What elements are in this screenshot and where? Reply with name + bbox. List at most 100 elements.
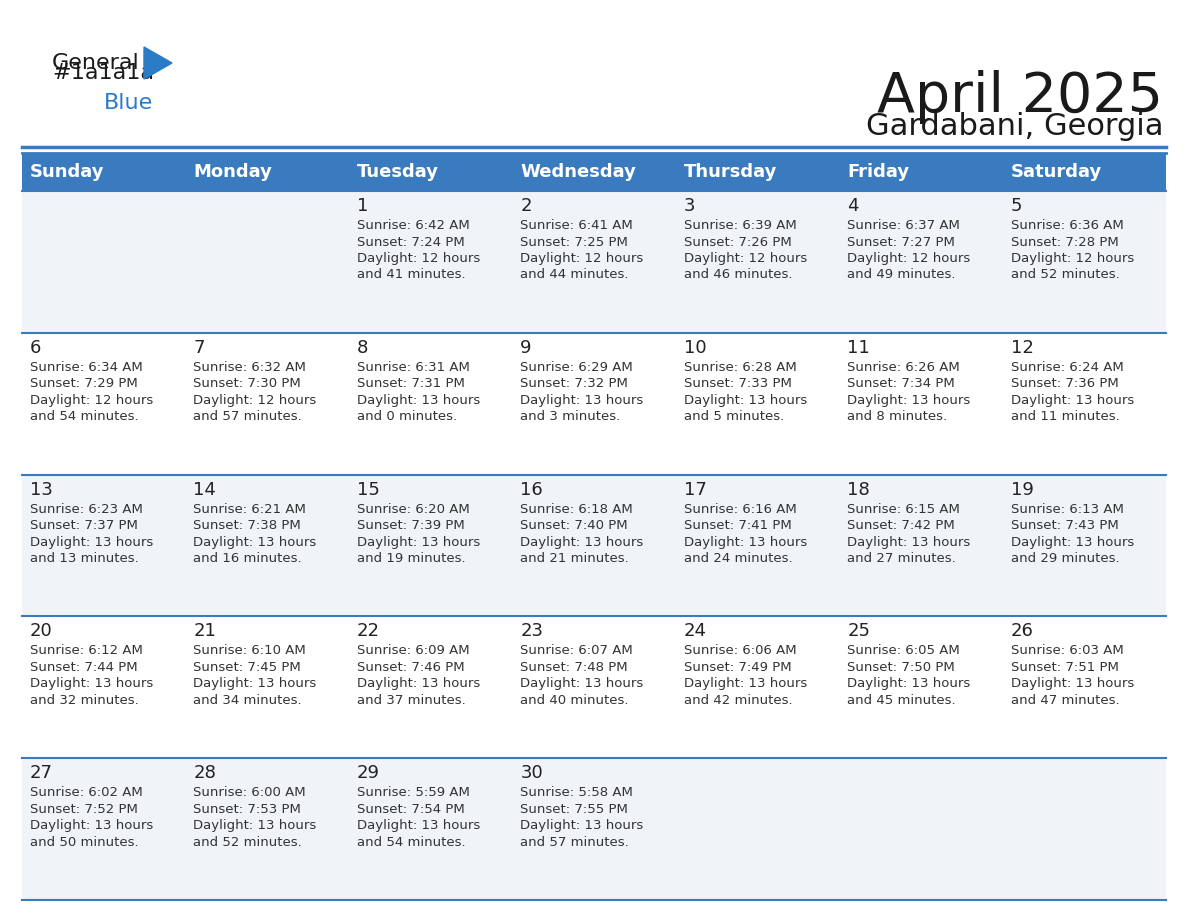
Text: 16: 16 xyxy=(520,481,543,498)
Text: and 3 minutes.: and 3 minutes. xyxy=(520,410,620,423)
Text: Sunrise: 5:58 AM: Sunrise: 5:58 AM xyxy=(520,786,633,800)
Text: Daylight: 13 hours: Daylight: 13 hours xyxy=(356,394,480,407)
Text: and 57 minutes.: and 57 minutes. xyxy=(520,835,628,849)
Text: and 27 minutes.: and 27 minutes. xyxy=(847,552,956,565)
Text: Sunset: 7:46 PM: Sunset: 7:46 PM xyxy=(356,661,465,674)
Text: 26: 26 xyxy=(1011,622,1034,641)
Text: Daylight: 13 hours: Daylight: 13 hours xyxy=(684,677,807,690)
Text: 1: 1 xyxy=(356,197,368,215)
Text: 24: 24 xyxy=(684,622,707,641)
Text: 13: 13 xyxy=(30,481,53,498)
Text: 9: 9 xyxy=(520,339,532,357)
Text: Sunset: 7:49 PM: Sunset: 7:49 PM xyxy=(684,661,791,674)
Text: 29: 29 xyxy=(356,764,380,782)
Text: Friday: Friday xyxy=(847,163,909,181)
Text: 11: 11 xyxy=(847,339,870,357)
Text: 12: 12 xyxy=(1011,339,1034,357)
Text: General: General xyxy=(52,53,140,73)
Bar xyxy=(23,616,1165,758)
Text: Sunset: 7:48 PM: Sunset: 7:48 PM xyxy=(520,661,628,674)
Text: Daylight: 13 hours: Daylight: 13 hours xyxy=(356,819,480,833)
Text: Sunrise: 6:36 AM: Sunrise: 6:36 AM xyxy=(1011,219,1124,232)
Text: Sunrise: 6:26 AM: Sunrise: 6:26 AM xyxy=(847,361,960,374)
Text: and 52 minutes.: and 52 minutes. xyxy=(194,835,302,849)
Text: Sunrise: 6:07 AM: Sunrise: 6:07 AM xyxy=(520,644,633,657)
Text: Sunrise: 6:32 AM: Sunrise: 6:32 AM xyxy=(194,361,307,374)
Text: and 52 minutes.: and 52 minutes. xyxy=(1011,268,1119,282)
Text: 6: 6 xyxy=(30,339,42,357)
Text: 22: 22 xyxy=(356,622,380,641)
Text: and 21 minutes.: and 21 minutes. xyxy=(520,552,628,565)
Text: Sunrise: 6:06 AM: Sunrise: 6:06 AM xyxy=(684,644,796,657)
Text: Sunset: 7:52 PM: Sunset: 7:52 PM xyxy=(30,802,138,816)
Text: and 45 minutes.: and 45 minutes. xyxy=(847,694,956,707)
Text: Tuesday: Tuesday xyxy=(356,163,438,181)
Text: Daylight: 13 hours: Daylight: 13 hours xyxy=(520,677,644,690)
Text: Daylight: 12 hours: Daylight: 12 hours xyxy=(1011,252,1133,265)
Text: Sunset: 7:34 PM: Sunset: 7:34 PM xyxy=(847,377,955,390)
Text: Daylight: 13 hours: Daylight: 13 hours xyxy=(356,535,480,549)
Text: Sunset: 7:40 PM: Sunset: 7:40 PM xyxy=(520,519,628,532)
Text: Sunset: 7:45 PM: Sunset: 7:45 PM xyxy=(194,661,302,674)
Text: Daylight: 12 hours: Daylight: 12 hours xyxy=(847,252,971,265)
Text: #1a1a1a: #1a1a1a xyxy=(52,63,154,83)
Text: Sunset: 7:53 PM: Sunset: 7:53 PM xyxy=(194,802,302,816)
Text: and 46 minutes.: and 46 minutes. xyxy=(684,268,792,282)
Text: Sunset: 7:43 PM: Sunset: 7:43 PM xyxy=(1011,519,1118,532)
Text: and 41 minutes.: and 41 minutes. xyxy=(356,268,466,282)
Text: 10: 10 xyxy=(684,339,707,357)
Text: Sunrise: 6:05 AM: Sunrise: 6:05 AM xyxy=(847,644,960,657)
Text: Daylight: 13 hours: Daylight: 13 hours xyxy=(520,394,644,407)
Text: Daylight: 13 hours: Daylight: 13 hours xyxy=(30,535,153,549)
Text: 21: 21 xyxy=(194,622,216,641)
Text: and 34 minutes.: and 34 minutes. xyxy=(194,694,302,707)
Text: and 42 minutes.: and 42 minutes. xyxy=(684,694,792,707)
Text: Sunset: 7:24 PM: Sunset: 7:24 PM xyxy=(356,236,465,249)
Text: Sunday: Sunday xyxy=(30,163,105,181)
Text: Sunset: 7:39 PM: Sunset: 7:39 PM xyxy=(356,519,465,532)
Text: Sunset: 7:55 PM: Sunset: 7:55 PM xyxy=(520,802,628,816)
Text: Sunrise: 6:20 AM: Sunrise: 6:20 AM xyxy=(356,502,469,516)
Text: 8: 8 xyxy=(356,339,368,357)
Text: Sunset: 7:26 PM: Sunset: 7:26 PM xyxy=(684,236,791,249)
Text: Daylight: 13 hours: Daylight: 13 hours xyxy=(684,394,807,407)
Text: and 13 minutes.: and 13 minutes. xyxy=(30,552,139,565)
Bar xyxy=(23,191,1165,333)
Text: 23: 23 xyxy=(520,622,543,641)
Text: Sunrise: 6:34 AM: Sunrise: 6:34 AM xyxy=(30,361,143,374)
Text: 19: 19 xyxy=(1011,481,1034,498)
Text: Sunrise: 5:59 AM: Sunrise: 5:59 AM xyxy=(356,786,469,800)
Text: Sunrise: 6:21 AM: Sunrise: 6:21 AM xyxy=(194,502,307,516)
Text: and 0 minutes.: and 0 minutes. xyxy=(356,410,457,423)
Text: Sunrise: 6:16 AM: Sunrise: 6:16 AM xyxy=(684,502,796,516)
Text: and 40 minutes.: and 40 minutes. xyxy=(520,694,628,707)
Text: Sunrise: 6:23 AM: Sunrise: 6:23 AM xyxy=(30,502,143,516)
Text: and 37 minutes.: and 37 minutes. xyxy=(356,694,466,707)
Text: Daylight: 13 hours: Daylight: 13 hours xyxy=(1011,677,1133,690)
Text: Sunset: 7:44 PM: Sunset: 7:44 PM xyxy=(30,661,138,674)
Text: and 19 minutes.: and 19 minutes. xyxy=(356,552,466,565)
Text: Daylight: 13 hours: Daylight: 13 hours xyxy=(847,535,971,549)
Bar xyxy=(23,758,1165,900)
Text: Daylight: 12 hours: Daylight: 12 hours xyxy=(30,394,153,407)
Text: Sunset: 7:27 PM: Sunset: 7:27 PM xyxy=(847,236,955,249)
Text: Sunset: 7:38 PM: Sunset: 7:38 PM xyxy=(194,519,302,532)
Text: Daylight: 13 hours: Daylight: 13 hours xyxy=(520,535,644,549)
Text: Sunrise: 6:12 AM: Sunrise: 6:12 AM xyxy=(30,644,143,657)
Text: Sunrise: 6:09 AM: Sunrise: 6:09 AM xyxy=(356,644,469,657)
Text: Daylight: 12 hours: Daylight: 12 hours xyxy=(356,252,480,265)
Text: Daylight: 13 hours: Daylight: 13 hours xyxy=(520,819,644,833)
Text: and 29 minutes.: and 29 minutes. xyxy=(1011,552,1119,565)
Text: Sunset: 7:54 PM: Sunset: 7:54 PM xyxy=(356,802,465,816)
Text: 4: 4 xyxy=(847,197,859,215)
Text: Sunrise: 6:03 AM: Sunrise: 6:03 AM xyxy=(1011,644,1124,657)
Text: Wednesday: Wednesday xyxy=(520,163,636,181)
Bar xyxy=(23,153,1165,191)
Text: and 50 minutes.: and 50 minutes. xyxy=(30,835,139,849)
Text: Sunrise: 6:41 AM: Sunrise: 6:41 AM xyxy=(520,219,633,232)
Text: Daylight: 12 hours: Daylight: 12 hours xyxy=(684,252,807,265)
Text: Sunset: 7:37 PM: Sunset: 7:37 PM xyxy=(30,519,138,532)
Text: 27: 27 xyxy=(30,764,53,782)
Text: Sunrise: 6:31 AM: Sunrise: 6:31 AM xyxy=(356,361,469,374)
Text: 25: 25 xyxy=(847,622,870,641)
